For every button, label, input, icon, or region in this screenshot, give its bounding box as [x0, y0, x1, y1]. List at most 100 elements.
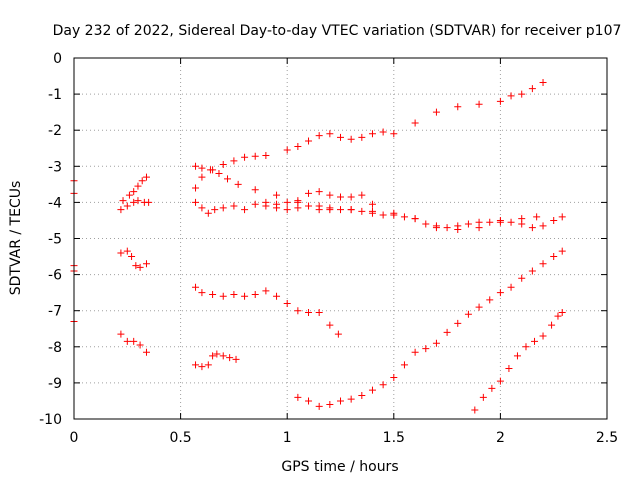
data-point [507, 218, 515, 226]
data-point [251, 200, 259, 208]
grid [74, 58, 607, 419]
data-point [422, 345, 430, 353]
data-point [533, 213, 541, 221]
data-point [145, 198, 153, 206]
y-tick-label: -4 [48, 195, 62, 211]
data-point [215, 170, 223, 178]
data-point [347, 206, 355, 214]
data-point [262, 151, 270, 159]
data-point [411, 348, 419, 356]
data-point [471, 406, 479, 414]
x-tick-label: 1.5 [383, 430, 405, 446]
data-point [347, 395, 355, 403]
data-point [528, 85, 536, 93]
data-point [142, 260, 150, 268]
data-point [528, 224, 536, 232]
data-point [486, 296, 494, 304]
chart-title: Day 232 of 2022, Sidereal Day-to-day VTE… [53, 23, 622, 39]
data-point [518, 90, 526, 98]
data-point [230, 290, 238, 298]
data-point [125, 191, 133, 199]
data-point [305, 309, 313, 317]
data-point [432, 224, 440, 232]
series-9 [192, 198, 566, 232]
series-12 [192, 350, 240, 371]
data-point [326, 130, 334, 138]
data-point [475, 100, 483, 108]
data-point [294, 142, 302, 150]
data-point [117, 330, 125, 338]
y-tick-label: -7 [48, 304, 62, 320]
data-point [128, 253, 136, 261]
data-point [315, 309, 323, 317]
data-point [531, 337, 539, 345]
y-tick-label: -9 [48, 376, 62, 392]
data-point [198, 204, 206, 212]
data-point [192, 184, 200, 192]
data-point [192, 361, 200, 369]
data-point [283, 299, 291, 307]
data-point [334, 330, 342, 338]
data-point [123, 202, 131, 210]
data-point [390, 130, 398, 138]
data-point [234, 180, 242, 188]
data-point [251, 290, 259, 298]
data-point [294, 204, 302, 212]
x-tick-label: 2.5 [596, 430, 618, 446]
x-tick-label: 1 [283, 430, 292, 446]
data-point [454, 319, 462, 327]
data-point [539, 79, 547, 87]
data-point [219, 352, 227, 360]
series-6 [117, 330, 150, 356]
data-point [198, 164, 206, 172]
data-point [326, 204, 334, 212]
data-point [117, 249, 125, 257]
data-point [251, 152, 259, 160]
data-point [136, 263, 144, 271]
y-tick-label: -1 [48, 87, 62, 103]
data-point [262, 198, 270, 206]
data-point [486, 218, 494, 226]
data-point [400, 361, 408, 369]
data-point [198, 173, 206, 181]
data-point [337, 193, 344, 201]
data-point [454, 222, 462, 230]
data-point [518, 274, 526, 282]
data-point [464, 220, 472, 228]
data-point [326, 321, 334, 329]
data-point [368, 200, 376, 208]
data-point [379, 128, 387, 136]
data-point [134, 197, 142, 205]
data-point [475, 303, 483, 311]
data-point [262, 287, 270, 295]
data-point [132, 262, 140, 270]
data-point [411, 215, 419, 223]
data-point [443, 224, 451, 232]
series-14 [471, 309, 566, 414]
data-point [522, 343, 530, 351]
data-point [432, 108, 440, 116]
data-point [226, 354, 234, 362]
data-point [123, 247, 131, 255]
series-13 [294, 247, 566, 410]
data-point [432, 339, 440, 347]
series-11 [192, 283, 342, 338]
data-point [518, 220, 526, 228]
data-point [558, 213, 566, 221]
y-tick-label: -8 [48, 340, 62, 356]
data-point [558, 309, 566, 317]
data-point [219, 292, 227, 300]
data-point [326, 191, 334, 199]
data-point [192, 162, 200, 170]
data-point [198, 363, 206, 371]
data-point [130, 188, 138, 196]
series-4 [117, 197, 153, 214]
data-point [117, 206, 125, 214]
data-point [192, 283, 200, 291]
data-point [211, 206, 219, 214]
data-point [198, 289, 206, 297]
data-point [305, 397, 313, 405]
data-point [315, 132, 323, 140]
